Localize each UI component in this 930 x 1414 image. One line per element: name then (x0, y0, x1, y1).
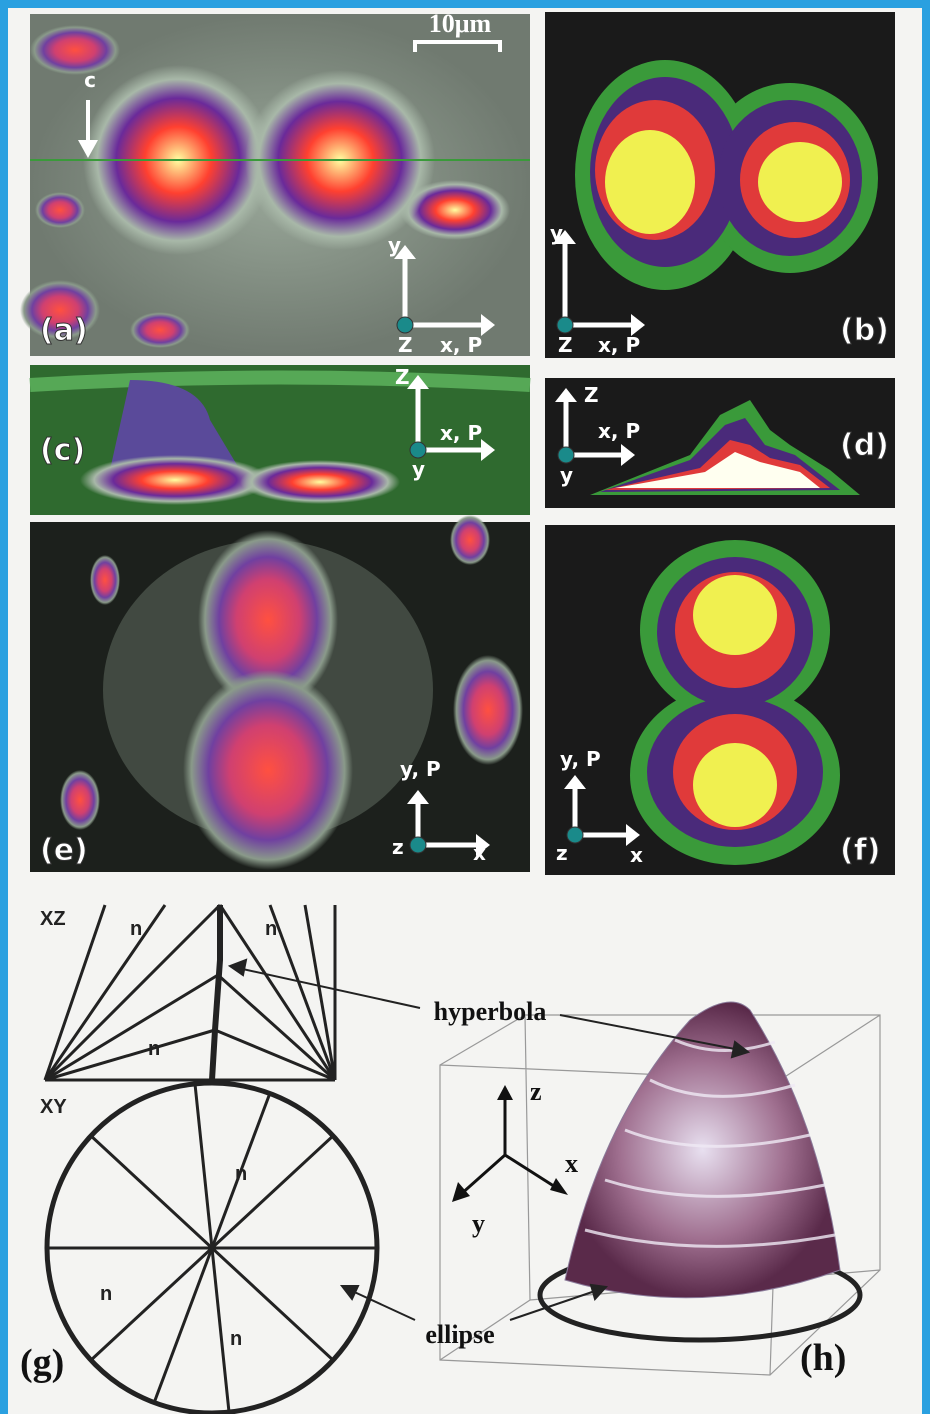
cut-marker: c (84, 68, 96, 92)
panel-f (545, 525, 895, 875)
xz-title: XZ (40, 908, 66, 930)
panel-e (30, 515, 530, 872)
region-label: n (130, 918, 142, 940)
axis-origin (557, 317, 573, 333)
axis-label: Z (395, 365, 410, 389)
panel-label: (h) (800, 1337, 846, 1379)
hyperbola-label: hyperbola (434, 997, 547, 1026)
axis-label: Z (558, 333, 573, 357)
panel-label: (d) (840, 428, 889, 463)
panel-a (20, 14, 530, 356)
axis-label: y (550, 221, 563, 245)
panel-label: (c) (40, 433, 85, 468)
axis-label: z (392, 835, 404, 859)
region-label: n (235, 1163, 247, 1185)
axis-origin (410, 442, 426, 458)
panel-label: (e) (40, 833, 88, 868)
panel-label: (b) (840, 313, 889, 348)
axis-label: x, P (440, 333, 482, 357)
axis-label: z (530, 1077, 542, 1106)
scale-bar-label: 10μm (429, 9, 492, 38)
axis-label: y (472, 1209, 485, 1238)
figure: 10μm c hyperbola ellipse XZ XY n n n n n n (a)… (0, 0, 930, 1414)
axis-origin (410, 837, 426, 853)
axis-origin (567, 827, 583, 843)
region-label: n (100, 1283, 112, 1305)
axis-label: y, P (560, 747, 601, 771)
axis-label: x, P (440, 421, 482, 445)
axis-label: y (560, 463, 573, 487)
panel-label: (f) (840, 833, 880, 868)
axis-label: Z (398, 333, 413, 357)
axis-label: y (412, 457, 425, 481)
region-label: n (230, 1328, 242, 1350)
axis-label: x, P (598, 419, 640, 443)
region-label: n (148, 1038, 160, 1060)
ellipse-label: ellipse (425, 1320, 494, 1349)
xy-title: XY (40, 1096, 67, 1118)
panel-label: (a) (40, 313, 88, 348)
axis-origin (397, 317, 413, 333)
panel-label: (g) (20, 1342, 64, 1384)
axis-label: x (565, 1149, 578, 1178)
axis-label: Z (584, 383, 599, 407)
axis-origin (558, 447, 574, 463)
axis-label: x (630, 843, 643, 867)
axis-label: y (388, 233, 401, 257)
axis-label: x, P (598, 333, 640, 357)
axis-label: z (556, 841, 568, 865)
panel-b (545, 12, 895, 358)
axis-label: y, P (400, 757, 441, 781)
axis-label: x (473, 841, 486, 865)
region-label: n (265, 918, 277, 940)
